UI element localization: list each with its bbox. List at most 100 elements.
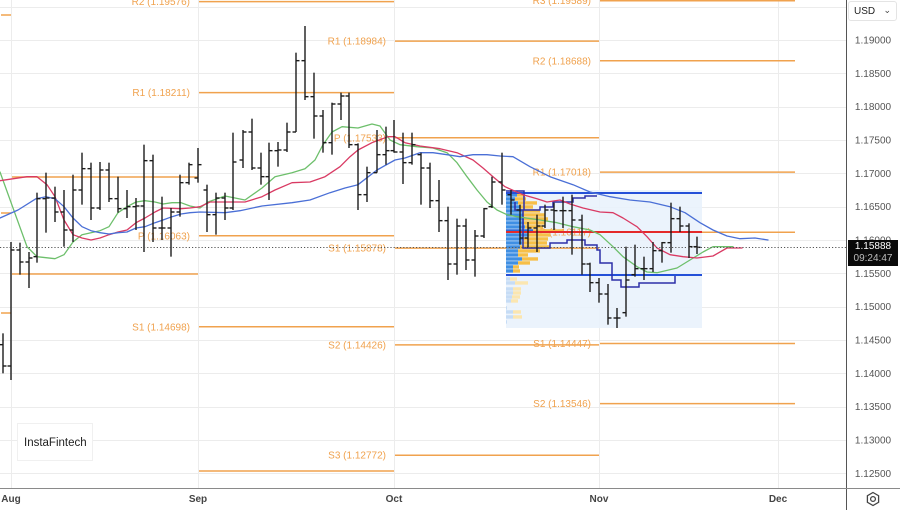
price-axis-tick-label: 1.18000 xyxy=(855,102,892,113)
ohlc-bar xyxy=(319,110,327,153)
volume-down-bar xyxy=(518,249,540,253)
volume-down-bar xyxy=(522,209,540,213)
volume-up-bar xyxy=(506,269,513,273)
pivot-label: R1 (1.18211) xyxy=(132,88,190,99)
ohlc-bar xyxy=(541,204,549,228)
ohlc-bar xyxy=(229,132,237,210)
volume-down-bar xyxy=(515,281,528,285)
volume-up-bar xyxy=(506,310,513,314)
volume-profile-row xyxy=(506,291,521,295)
currency-label: USD xyxy=(854,5,876,17)
ohlc-bar xyxy=(69,174,77,242)
volume-down-bar xyxy=(513,291,521,295)
volume-profile-row xyxy=(506,197,526,201)
price-axis-tick-label: 1.18500 xyxy=(855,69,892,80)
ohlc-bar xyxy=(7,242,15,380)
time-axis-tick-label: Oct xyxy=(386,494,403,505)
volume-down-bar xyxy=(512,295,520,299)
watermark-text: InstaFintech xyxy=(24,437,87,449)
volume-profile-row xyxy=(506,287,521,291)
ohlc-bar xyxy=(337,92,345,120)
gear-center xyxy=(869,495,877,503)
volume-up-bar xyxy=(506,261,518,265)
volume-up-bar xyxy=(506,306,507,310)
ohlc-bar xyxy=(586,262,594,292)
ohlc-bar xyxy=(613,308,621,328)
volume-profile-row xyxy=(506,277,517,281)
volume-profile-row xyxy=(506,221,545,225)
volume-profile-row xyxy=(506,320,507,324)
pivot-label: S1 (1.14447) xyxy=(533,339,591,350)
volume-up-bar xyxy=(506,257,522,261)
watermark-logo: InstaFintech xyxy=(17,423,93,461)
pivot-label: R3 (1.19589) xyxy=(533,0,591,7)
ohlc-bar xyxy=(399,132,407,184)
ohlc-bar xyxy=(550,202,558,230)
volume-profile-row xyxy=(506,261,530,265)
volume-up-bar xyxy=(506,291,513,295)
ohlc-bar xyxy=(301,26,309,100)
pivot-label: R1 (1.18984) xyxy=(328,37,386,48)
ohlc-bar xyxy=(248,118,256,170)
volume-down-bar xyxy=(524,221,545,225)
ohlc-bar xyxy=(16,242,24,275)
volume-down-bar xyxy=(513,287,521,291)
ohlc-bar xyxy=(87,162,95,220)
gear-icon[interactable] xyxy=(865,491,881,507)
volume-up-bar xyxy=(506,241,522,245)
volume-down-bar xyxy=(520,245,550,249)
price-axis-tick-label: 1.15000 xyxy=(855,302,892,313)
ohlc-bar xyxy=(462,218,470,270)
volume-down-bar xyxy=(517,193,525,197)
pivot-label: S2 (1.14426) xyxy=(328,340,386,351)
volume-up-bar xyxy=(506,233,528,237)
ma-slow-line xyxy=(0,152,769,241)
volume-down-bar xyxy=(518,253,528,257)
time-axis-tick-label: Aug xyxy=(1,494,20,505)
pivot-levels: R2 (1.19576) R1 (1.18211) P (1.16063) S1 (1… xyxy=(1,0,795,472)
pivot-label: P (1.17533) xyxy=(334,133,386,144)
price-axis-tick-label: 1.16500 xyxy=(855,202,892,213)
volume-up-bar xyxy=(506,217,524,221)
ohlc-bar xyxy=(516,204,524,245)
volume-profile xyxy=(506,192,702,324)
volume-profile-row xyxy=(506,257,538,261)
volume-down-bar xyxy=(511,299,518,303)
time-axis-tick-label: Nov xyxy=(590,494,609,505)
pivot-label: R1 (1.17018) xyxy=(533,168,591,179)
ohlc-bar xyxy=(417,152,425,205)
ohlc-bar xyxy=(471,230,479,277)
ohlc-bar xyxy=(203,184,211,232)
ohlc-bar xyxy=(310,72,318,139)
price-axis-tick-label: 1.12500 xyxy=(855,469,892,480)
time-axis-tick-label: Dec xyxy=(769,494,788,505)
ohlc-bar xyxy=(533,214,541,252)
gear-outline xyxy=(866,491,880,507)
volume-up-bar xyxy=(506,277,510,281)
volume-down-bar xyxy=(525,225,543,229)
ohlc-bar xyxy=(382,126,390,165)
ohlc-bar xyxy=(622,246,630,317)
volume-down-bar xyxy=(510,277,517,281)
price-axis-tick-label: 1.13500 xyxy=(855,402,892,413)
volume-down-bar xyxy=(518,261,530,265)
pivot-label: S3 (1.12772) xyxy=(328,451,386,462)
price-axis-tick-label: 1.19000 xyxy=(855,36,892,47)
currency-selector[interactable]: USD ⌄ xyxy=(848,1,897,21)
volume-profile-box xyxy=(506,190,702,328)
volume-up-bar xyxy=(506,245,520,249)
pivot-label: S2 (1.13546) xyxy=(533,399,591,410)
volume-profile-row xyxy=(506,265,519,269)
pivot-label: S1 (1.15878) xyxy=(328,244,386,255)
ohlc-bar xyxy=(498,152,506,205)
volume-down-bar xyxy=(533,229,563,233)
volume-profile-row xyxy=(506,237,548,241)
ohlc-bar xyxy=(239,130,247,168)
volume-down-bar xyxy=(520,205,533,209)
ohlc-bar xyxy=(51,186,59,222)
volume-profile-row xyxy=(506,245,550,249)
volume-up-bar xyxy=(506,201,518,205)
volume-profile-row xyxy=(506,213,545,217)
volume-profile-row xyxy=(506,201,537,205)
